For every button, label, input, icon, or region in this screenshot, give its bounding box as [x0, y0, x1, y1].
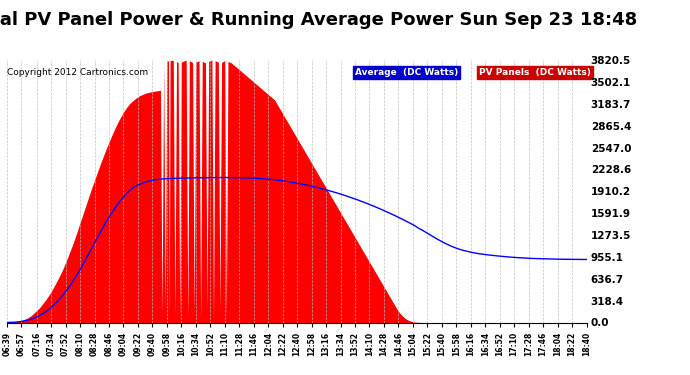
- Text: Total PV Panel Power & Running Average Power Sun Sep 23 18:48: Total PV Panel Power & Running Average P…: [0, 11, 638, 29]
- Text: Average  (DC Watts): Average (DC Watts): [355, 68, 458, 77]
- Text: Copyright 2012 Cartronics.com: Copyright 2012 Cartronics.com: [8, 68, 148, 77]
- Text: PV Panels  (DC Watts): PV Panels (DC Watts): [480, 68, 591, 77]
